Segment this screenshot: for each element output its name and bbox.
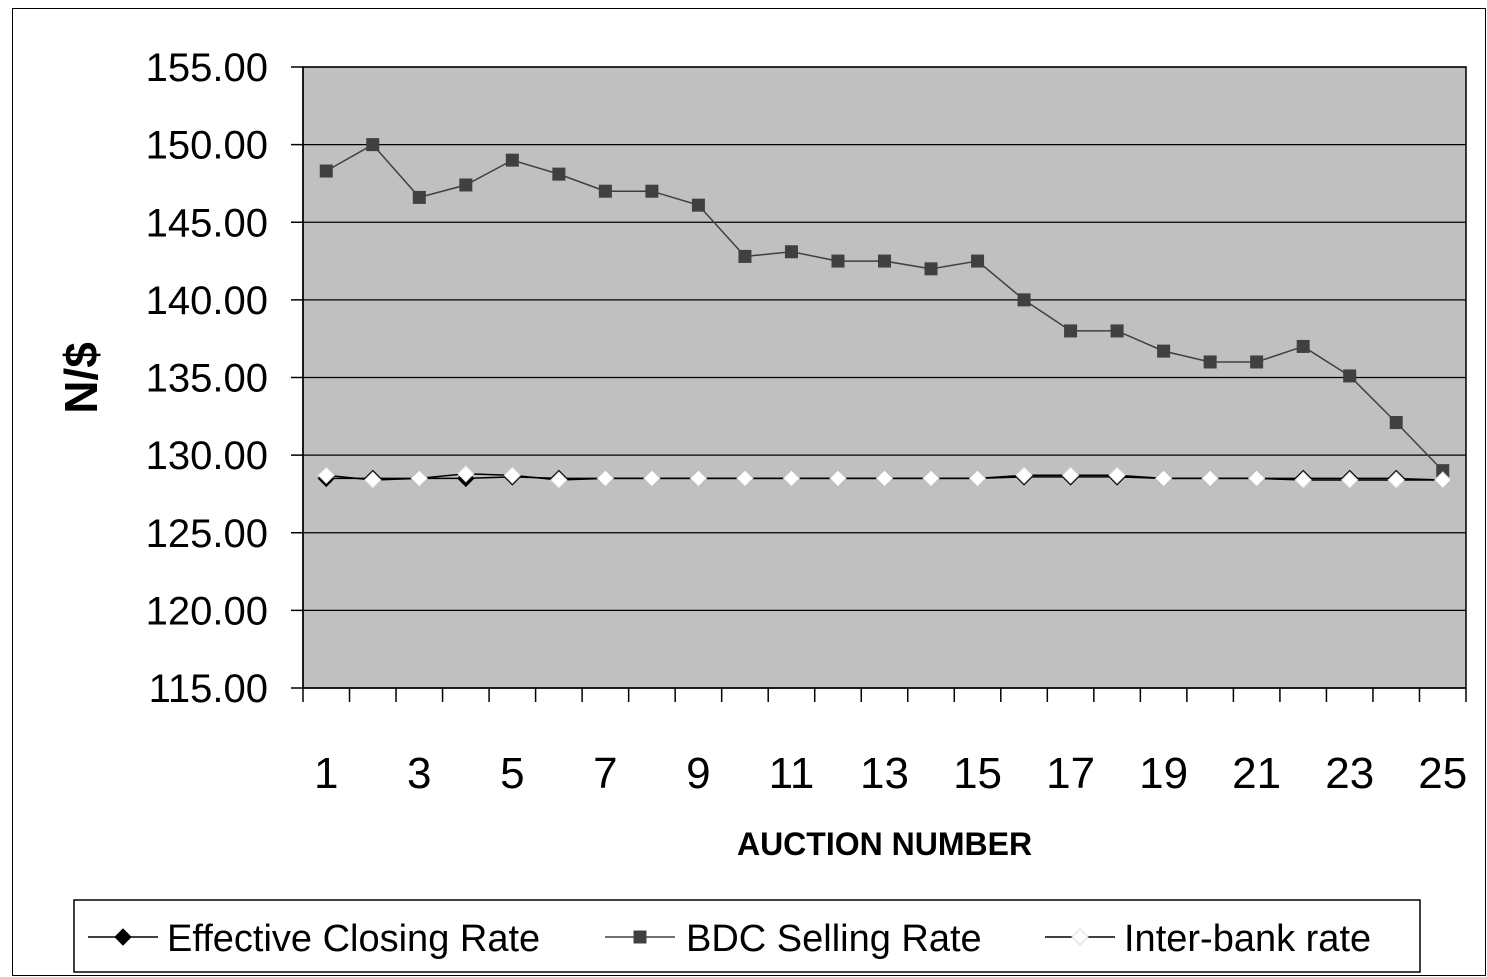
x-tick-label: 19 bbox=[1139, 749, 1188, 798]
y-axis-label: N/$ bbox=[55, 342, 107, 414]
legend-marker bbox=[1071, 928, 1089, 946]
legend-marker bbox=[114, 928, 132, 946]
legend: Effective Closing Rate BDC Selling Rate In… bbox=[73, 899, 1421, 973]
x-tick-label: 5 bbox=[500, 749, 524, 798]
data-point bbox=[738, 249, 752, 263]
y-tick-label: 120.00 bbox=[146, 589, 268, 633]
legend-label: Inter-bank rate bbox=[1124, 918, 1371, 960]
y-tick-label: 125.00 bbox=[146, 512, 268, 556]
x-tick-label: 13 bbox=[860, 749, 909, 798]
y-tick-label: 155.00 bbox=[146, 46, 268, 90]
y-tick-label: 135.00 bbox=[146, 357, 268, 401]
x-tick-label: 3 bbox=[407, 749, 431, 798]
data-point bbox=[782, 469, 801, 488]
data-point bbox=[1343, 369, 1357, 383]
data-point bbox=[459, 178, 473, 192]
data-point bbox=[924, 262, 938, 276]
data-point bbox=[968, 469, 987, 488]
x-tick-label: 11 bbox=[769, 749, 815, 798]
x-tick-label: 23 bbox=[1325, 749, 1374, 798]
data-point bbox=[1250, 355, 1264, 369]
y-tick-label: 140.00 bbox=[146, 279, 268, 323]
series-inter-bank-rate bbox=[317, 465, 1452, 489]
data-point bbox=[1064, 324, 1078, 338]
data-point bbox=[1017, 293, 1031, 307]
data-point bbox=[971, 254, 985, 268]
data-point bbox=[645, 184, 659, 198]
series-layer bbox=[317, 138, 1452, 489]
data-point bbox=[736, 469, 754, 488]
data-point bbox=[643, 469, 661, 488]
data-point bbox=[598, 184, 612, 198]
legend-label: BDC Selling Rate bbox=[686, 918, 982, 960]
data-point bbox=[1061, 466, 1080, 485]
data-point bbox=[319, 164, 333, 178]
data-point bbox=[1387, 471, 1405, 489]
data-point bbox=[784, 245, 798, 259]
data-point bbox=[505, 153, 519, 167]
x-tick-label: 21 bbox=[1232, 749, 1281, 798]
y-tick-label: 150.00 bbox=[146, 124, 268, 168]
data-point bbox=[1294, 471, 1312, 489]
legend-marker bbox=[633, 930, 647, 944]
x-axis-label: AUCTION NUMBER bbox=[737, 826, 1032, 862]
legend-label: Effective Closing Rate bbox=[167, 918, 540, 960]
data-point bbox=[412, 190, 426, 204]
series-bdc-selling-rate bbox=[319, 138, 1450, 478]
x-axis-ticks: 1 3 5 7 9 11 13 15 17 19 21 23 25 bbox=[302, 688, 1467, 798]
data-point bbox=[1434, 471, 1452, 489]
data-point bbox=[550, 471, 568, 489]
data-point bbox=[1340, 471, 1359, 489]
data-point bbox=[831, 254, 845, 268]
data-point bbox=[366, 138, 380, 152]
x-tick-label: 7 bbox=[593, 749, 617, 798]
x-tick-label: 9 bbox=[686, 749, 710, 798]
data-point bbox=[922, 469, 940, 488]
data-point bbox=[364, 471, 382, 489]
x-tick-label: 1 bbox=[314, 749, 338, 798]
y-axis-ticks: 115.00 120.00 125.00 130.00 135.00 140.00 145.… bbox=[146, 46, 303, 711]
data-point bbox=[878, 254, 891, 268]
gridlines bbox=[303, 66, 1466, 611]
x-tick-label: 25 bbox=[1418, 749, 1467, 798]
y-tick-label: 115.00 bbox=[149, 667, 268, 711]
x-tick-label: 15 bbox=[953, 749, 1002, 798]
data-point bbox=[829, 469, 847, 488]
data-point bbox=[1157, 344, 1171, 358]
data-point bbox=[1203, 355, 1217, 369]
data-point bbox=[457, 465, 475, 483]
data-point bbox=[1110, 324, 1124, 338]
data-point bbox=[552, 167, 566, 181]
y-tick-label: 130.00 bbox=[146, 434, 268, 478]
data-point bbox=[596, 469, 615, 488]
legend-box bbox=[73, 899, 1421, 973]
data-point bbox=[1015, 466, 1033, 485]
data-point bbox=[317, 466, 335, 485]
data-point bbox=[410, 469, 429, 488]
data-point bbox=[875, 469, 894, 488]
data-point bbox=[1389, 416, 1403, 430]
data-point bbox=[1247, 469, 1266, 488]
data-point bbox=[503, 466, 522, 485]
data-point bbox=[1296, 339, 1310, 353]
data-point bbox=[1201, 469, 1219, 488]
x-tick-label: 17 bbox=[1046, 749, 1095, 798]
data-point bbox=[1108, 466, 1126, 485]
data-point bbox=[1154, 469, 1173, 488]
data-point bbox=[689, 469, 708, 488]
y-tick-label: 145.00 bbox=[146, 201, 268, 245]
data-point bbox=[691, 198, 705, 212]
